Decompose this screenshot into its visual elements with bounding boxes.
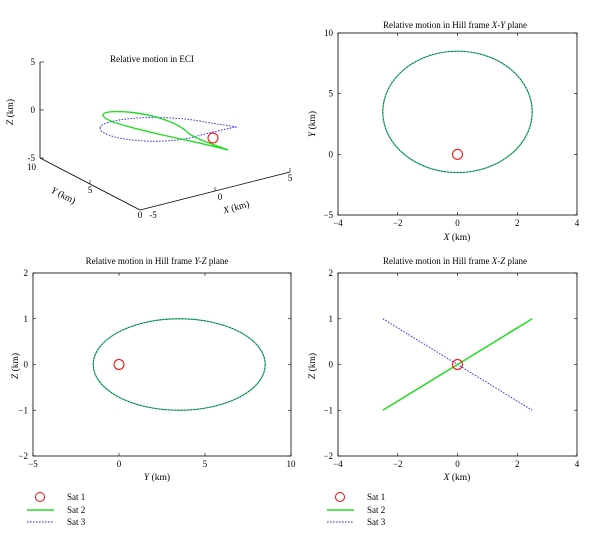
eci-xtick: -5 xyxy=(149,210,157,220)
legend-sat1-marker xyxy=(335,492,345,502)
xy-xtick-label: −4 xyxy=(333,218,343,228)
xy-ylabel: Y (km) xyxy=(307,111,318,137)
xy-xtick-label: 0 xyxy=(455,218,460,228)
yz-sat2-orbit xyxy=(92,318,266,411)
yz-ytick-label: −2 xyxy=(18,451,28,461)
eci-zlabel: Z (km) xyxy=(5,99,16,125)
xz-ytick-label: 1 xyxy=(329,314,334,324)
eci-ztick: -5 xyxy=(28,153,36,163)
xz-xtick-label: 4 xyxy=(575,459,580,469)
legend-left: Sat 1 Sat 2 Sat 3 xyxy=(27,492,86,527)
yz-sat1-marker xyxy=(113,359,125,370)
xy-title: Relative motion in Hill frame X-Y plane xyxy=(383,20,527,30)
yz-xtick-label: −5 xyxy=(28,459,38,469)
eci-ytick: 0 xyxy=(138,210,143,220)
xz-xtick-label: −2 xyxy=(393,459,403,469)
legend-sat2-label: Sat 2 xyxy=(367,505,385,515)
xz-xtick-label: 0 xyxy=(455,459,460,469)
xz-sat1-marker xyxy=(452,359,463,370)
legend-sat3-label: Sat 3 xyxy=(367,517,386,527)
legend-sat1-marker xyxy=(35,492,45,502)
xz-xtick-label: −4 xyxy=(333,459,343,469)
xz-ytick-label: 2 xyxy=(329,268,334,278)
xz-ytick-label: −2 xyxy=(323,451,333,461)
eci-xtick: 0 xyxy=(218,192,223,202)
eci-ytick: 10 xyxy=(27,162,37,172)
xz-sat2-path xyxy=(382,318,533,411)
xy-xtick-label: 2 xyxy=(515,218,520,228)
panel-eci: Relative motion in ECI 5 0 -5 10 5 0 -5 … xyxy=(5,54,293,220)
yz-xtick-label: 0 xyxy=(117,459,122,469)
yz-ytick-label: 1 xyxy=(24,314,29,324)
xy-ytick-label: 5 xyxy=(329,89,334,99)
legend-sat1-label: Sat 1 xyxy=(67,492,85,502)
legend-right: Sat 1 Sat 2 Sat 3 xyxy=(327,492,386,527)
eci-ztick: 0 xyxy=(31,105,36,115)
xy-sat2-orbit xyxy=(382,50,533,174)
legend-sat2-label: Sat 2 xyxy=(67,505,85,515)
xy-xtick-label: −2 xyxy=(393,218,403,228)
yz-ytick-label: 0 xyxy=(24,360,29,370)
xz-ylabel: Z (km) xyxy=(307,353,318,379)
xz-xlabel: X (km) xyxy=(443,472,471,483)
xy-ytick-label: 10 xyxy=(324,28,334,38)
xz-xtick-label: 2 xyxy=(515,459,520,469)
eci-sat1-marker xyxy=(207,132,219,144)
eci-ylabel: Y (km) xyxy=(49,185,77,207)
eci-title: Relative motion in ECI xyxy=(110,54,194,64)
xy-ytick-label: −5 xyxy=(323,210,333,220)
yz-ytick-label: 2 xyxy=(24,268,29,278)
legend-sat3-label: Sat 3 xyxy=(67,517,86,527)
xy-plot-frame xyxy=(337,32,578,216)
xy-xlabel: X (km) xyxy=(443,232,471,243)
yz-xlabel: Y (km) xyxy=(144,472,170,483)
yz-plot-frame xyxy=(32,272,292,457)
panel-xz: Relative motion in Hill frame X-Z plane … xyxy=(307,256,580,483)
yz-xtick-label: 10 xyxy=(287,459,297,469)
eci-xlabel: X (km) xyxy=(221,199,251,217)
xz-ytick-label: −1 xyxy=(323,405,333,415)
yz-title: Relative motion in Hill frame Y-Z plane xyxy=(86,256,229,266)
yz-sat3-orbit xyxy=(92,318,266,411)
xy-ytick-label: 0 xyxy=(329,149,334,159)
eci-sat2-orbit xyxy=(102,110,229,151)
yz-ylabel: Z (km) xyxy=(10,353,21,379)
eci-sat3-orbit xyxy=(99,117,238,142)
legend-sat1-label: Sat 1 xyxy=(367,492,385,502)
xz-title: Relative motion in Hill frame X-Z plane xyxy=(383,256,527,266)
panel-xy: Relative motion in Hill frame X-Y plane … xyxy=(307,20,580,243)
xy-xtick-label: 4 xyxy=(575,218,580,228)
eci-ytick: 5 xyxy=(88,185,93,195)
yz-ytick-label: −1 xyxy=(18,405,28,415)
panel-yz: Relative motion in Hill frame Y-Z plane … xyxy=(10,256,296,483)
eci-xtick: 5 xyxy=(288,173,293,183)
xz-ytick-label: 0 xyxy=(329,360,334,370)
xy-sat3-orbit xyxy=(382,50,533,173)
xy-sat1-marker xyxy=(452,148,463,160)
yz-xtick-label: 5 xyxy=(203,459,208,469)
eci-ztick: 5 xyxy=(31,57,36,67)
